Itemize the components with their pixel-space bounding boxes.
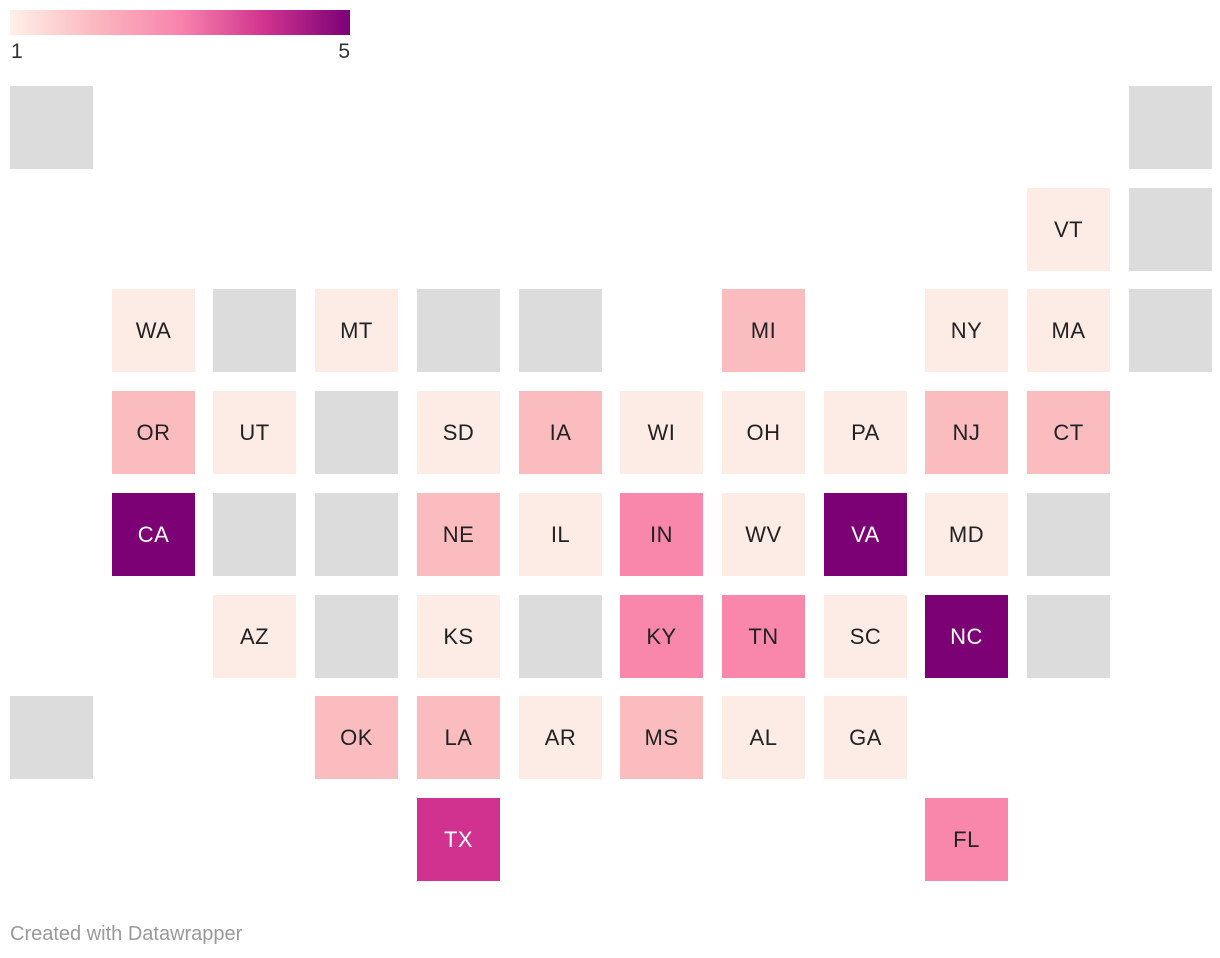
map-tile-label: NJ [952,419,981,445]
map-tile-ms[interactable]: MS [620,696,703,779]
datawrapper-credit: Created with Datawrapper [10,923,243,945]
map-tile-label: MT [340,317,373,343]
map-tile-empty [1027,595,1110,678]
map-tile-tn[interactable]: TN [722,595,805,678]
map-tile-ne[interactable]: NE [417,493,500,576]
map-tile-pa[interactable]: PA [824,391,907,474]
map-tile-empty [10,86,93,169]
color-legend: 1 5 [10,10,350,66]
map-tile-label: KS [443,623,474,649]
map-tile-oh[interactable]: OH [722,391,805,474]
map-tile-label: AZ [239,623,270,649]
map-tile-empty [1129,188,1212,271]
map-tile-label: PA [851,419,880,445]
map-tile-md[interactable]: MD [925,493,1008,576]
map-tile-ga[interactable]: GA [824,696,907,779]
legend-max-label: 5 [338,40,350,63]
map-tile-il[interactable]: IL [519,493,602,576]
tile-grid-map: VT WA MT MI NY MA OR UT SD IA WI OH PA NJ CT CA NE IL IN WV… [10,86,1212,881]
map-tile-empty [315,391,398,474]
map-tile-vt[interactable]: VT [1027,188,1110,271]
map-tile-la[interactable]: LA [417,696,500,779]
map-tile-wi[interactable]: WI [620,391,703,474]
map-tile-nc[interactable]: NC [925,595,1008,678]
map-tile-empty [519,595,602,678]
map-tile-tx[interactable]: TX [417,798,500,881]
map-tile-empty [1129,86,1212,169]
map-tile-al[interactable]: AL [722,696,805,779]
map-tile-label: GA [849,724,882,750]
map-tile-label: IL [550,521,571,547]
map-tile-label: TN [748,623,779,649]
map-tile-label: WV [745,521,782,547]
map-tile-fl[interactable]: FL [925,798,1008,881]
map-tile-ut[interactable]: UT [213,391,296,474]
map-tile-label: FL [953,826,980,852]
map-tile-label: IN [650,521,673,547]
map-tile-sd[interactable]: SD [417,391,500,474]
map-tile-label: OH [746,419,781,445]
map-tile-ma[interactable]: MA [1027,289,1110,372]
map-tile-label: VT [1053,216,1084,242]
legend-min-label: 1 [11,40,23,63]
map-tile-label: LA [444,724,473,750]
map-tile-empty [1129,289,1212,372]
map-tile-wa[interactable]: WA [112,289,195,372]
map-tile-ct[interactable]: CT [1027,391,1110,474]
map-tile-ks[interactable]: KS [417,595,500,678]
map-tile-empty [315,595,398,678]
map-tile-label: MD [948,521,985,547]
map-tile-empty [213,289,296,372]
map-tile-sc[interactable]: SC [824,595,907,678]
map-tile-az[interactable]: AZ [213,595,296,678]
map-tile-label: CA [137,521,170,547]
map-tile-label: OR [136,419,171,445]
map-tile-ia[interactable]: IA [519,391,602,474]
map-tile-ca[interactable]: CA [112,493,195,576]
map-tile-label: MI [750,317,777,343]
map-tile-in[interactable]: IN [620,493,703,576]
map-tile-label: AL [749,724,778,750]
map-tile-label: VA [851,521,880,547]
map-tile-label: SD [442,419,475,445]
map-tile-empty [315,493,398,576]
map-tile-empty [519,289,602,372]
map-tile-nj[interactable]: NJ [925,391,1008,474]
map-tile-empty [213,493,296,576]
map-tile-label: SC [849,623,882,649]
map-tile-empty [10,696,93,779]
map-tile-label: MS [644,724,679,750]
map-tile-label: NY [950,317,983,343]
map-tile-wv[interactable]: WV [722,493,805,576]
map-tile-label: AR [544,724,577,750]
map-tile-ky[interactable]: KY [620,595,703,678]
map-tile-ok[interactable]: OK [315,696,398,779]
map-tile-label: NC [950,623,983,649]
map-tile-label: UT [239,419,270,445]
map-tile-label: TX [443,826,474,852]
map-tile-empty [417,289,500,372]
map-tile-mt[interactable]: MT [315,289,398,372]
map-tile-label: MA [1051,317,1086,343]
map-tile-mi[interactable]: MI [722,289,805,372]
map-tile-label: IA [549,419,572,445]
map-tile-label: NE [442,521,475,547]
map-tile-label: WA [135,317,172,343]
map-tile-or[interactable]: OR [112,391,195,474]
map-tile-va[interactable]: VA [824,493,907,576]
map-tile-label: WI [647,419,676,445]
legend-gradient-bar [10,10,350,35]
map-tile-empty [1027,493,1110,576]
map-tile-label: CT [1053,419,1084,445]
map-tile-label: OK [340,724,373,750]
map-tile-ny[interactable]: NY [925,289,1008,372]
map-tile-ar[interactable]: AR [519,696,602,779]
map-tile-label: KY [646,623,677,649]
